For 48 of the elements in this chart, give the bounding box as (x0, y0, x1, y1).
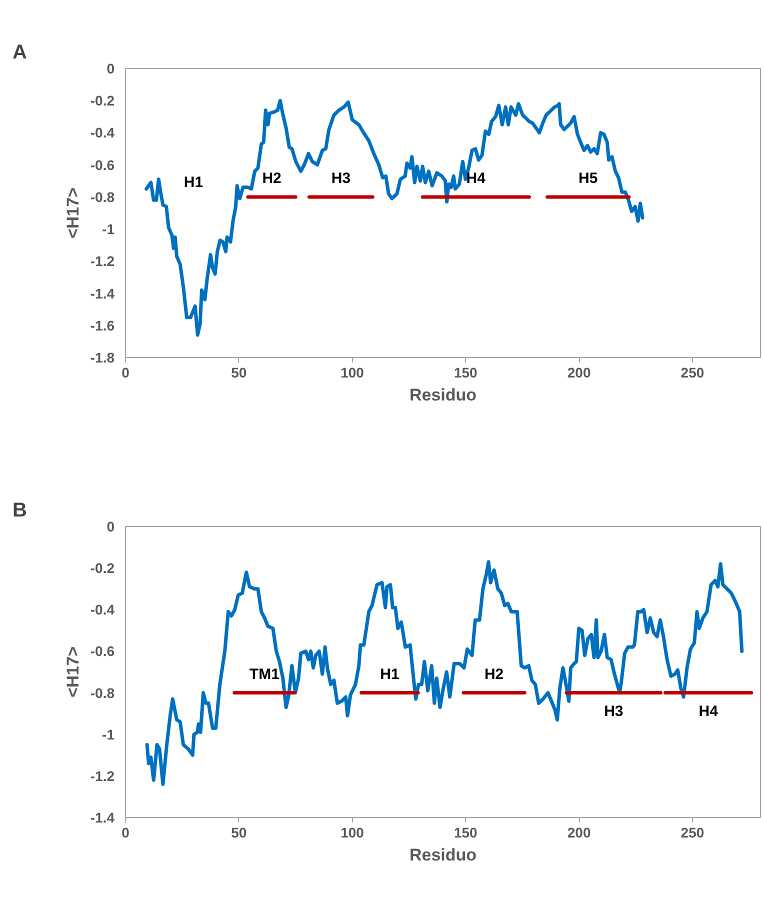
y-tick-label: -0.2 (90, 92, 115, 109)
x-tick-label: 0 (122, 824, 130, 840)
series-label: H5 (578, 170, 598, 187)
y-tick-label: -1.2 (90, 253, 115, 270)
chart-title: A (12, 42, 27, 64)
x-tick-label: 150 (454, 364, 478, 380)
y-tick-label: -1.4 (90, 810, 115, 826)
y-tick-label: -1.6 (90, 317, 115, 334)
series-label: H3 (331, 170, 351, 187)
series-label: H3 (604, 702, 624, 720)
x-tick-label: 100 (340, 824, 364, 840)
series-label: H4 (698, 702, 719, 720)
x-tick-label: 200 (567, 364, 591, 380)
y-tick-label: 0 (106, 518, 115, 534)
y-axis-title: <H17> (63, 187, 82, 239)
annotation: H1 (184, 174, 204, 191)
y-tick-label: -1.8 (90, 350, 115, 366)
x-tick-label: 250 (680, 824, 704, 840)
y-tick-label: -1.2 (90, 768, 115, 784)
line-series (145, 560, 744, 786)
x-axis-title: Residuo (409, 386, 477, 404)
y-tick-label: -1 (102, 726, 115, 742)
line-series (144, 98, 644, 337)
x-tick-label: 50 (231, 824, 247, 840)
x-tick-label: 50 (231, 364, 247, 380)
series-label: H1 (380, 666, 400, 683)
y-tick-label: -1 (102, 221, 115, 238)
series-label: TM1 (249, 666, 280, 683)
y-tick-label: -0.8 (90, 188, 115, 205)
y-tick-label: 0 (106, 60, 115, 76)
x-tick-label: 150 (454, 824, 478, 840)
x-tick-label: 200 (567, 824, 591, 840)
y-tick-label: -1.4 (90, 285, 115, 302)
y-tick-label: -0.4 (90, 124, 115, 141)
series-label: H2 (484, 666, 504, 683)
x-tick-label: 250 (680, 364, 704, 380)
chart-title: B (12, 500, 27, 522)
series-label: H2 (262, 170, 282, 187)
y-tick-label: -0.8 (90, 684, 115, 701)
series-label: H4 (466, 170, 486, 187)
y-axis-title: <H17> (63, 646, 82, 698)
x-axis-title: Residuo (409, 846, 477, 864)
x-tick-label: 100 (340, 364, 364, 380)
y-tick-label: -0.6 (90, 156, 115, 173)
y-tick-label: -0.6 (90, 643, 115, 660)
x-tick-label: 0 (122, 364, 130, 380)
y-tick-label: -0.2 (90, 560, 115, 576)
y-tick-label: -0.4 (90, 602, 115, 618)
